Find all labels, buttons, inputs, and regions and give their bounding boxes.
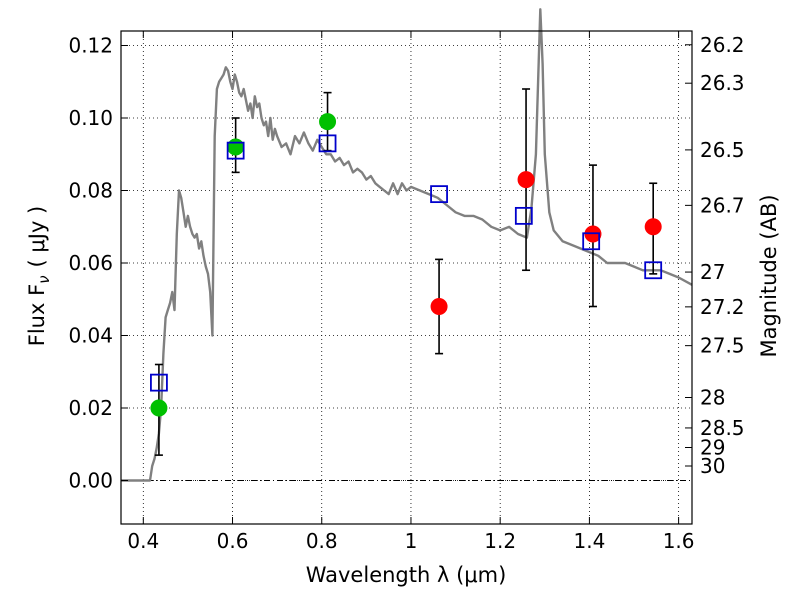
mag-tick-label: 27 xyxy=(700,260,725,284)
mag-tick-label: 26.3 xyxy=(700,71,745,95)
red-detections-point xyxy=(644,218,662,236)
green-detections-point xyxy=(227,138,245,156)
y-ticks: 0.00 0.02 0.04 0.06 0.08 0.10 0.12 xyxy=(68,34,128,493)
y-tick-label: 0.12 xyxy=(68,34,113,58)
model-photometry-square xyxy=(582,232,601,251)
green-detections-point xyxy=(319,113,337,131)
mag-tick-label: 28.5 xyxy=(700,416,745,440)
plot-frame xyxy=(120,30,693,525)
x-tick-label: 0.8 xyxy=(306,529,338,553)
mag-tick-label: 27.5 xyxy=(700,334,745,358)
x-ticks: 0.4 0.6 0.8 1 1.2 1.4 1.6 xyxy=(127,31,695,553)
y-tick-label: 0.10 xyxy=(68,106,113,130)
y-tick-label: 0.04 xyxy=(68,324,113,348)
red-detections-point xyxy=(517,171,535,189)
y-axis-title: Flux Fν ( μJy ) xyxy=(25,206,53,347)
mag-tick-label: 27.2 xyxy=(700,295,745,319)
x-tick-label: 0.4 xyxy=(127,529,159,553)
y-tick-label: 0.02 xyxy=(68,396,113,420)
data-markers xyxy=(150,113,663,417)
x-tick-label: 1.4 xyxy=(573,529,605,553)
model-photometry-square xyxy=(644,261,663,280)
x-axis-title: Wavelength λ (μm) xyxy=(306,563,507,587)
y-axis-title-sub: ν xyxy=(35,275,53,283)
y-tick-label: 0.06 xyxy=(68,251,113,275)
mag-tick-label: 26.2 xyxy=(700,33,745,57)
model-photometry-square xyxy=(150,373,168,392)
red-detections-point xyxy=(430,298,448,315)
x-tick-label: 1.2 xyxy=(484,529,516,553)
x-tick-label: 1.6 xyxy=(663,529,695,553)
x-tick-label: 0.6 xyxy=(217,529,249,553)
model-photometry-square xyxy=(430,185,448,204)
y2-axis-title: Magnitude (AB) xyxy=(757,194,781,357)
template-sed-line xyxy=(121,8,693,482)
mag-tick-label: 30 xyxy=(700,454,725,478)
x-tick-label: 1 xyxy=(405,529,418,553)
grid xyxy=(121,31,692,524)
model-photometry-square xyxy=(514,206,533,225)
axes-frame xyxy=(120,30,693,525)
model-photometry-square xyxy=(226,141,245,160)
mag-tick-label: 26.7 xyxy=(700,193,745,217)
mag-tick-label: 29 xyxy=(700,436,725,460)
y-tick-label: 0.08 xyxy=(68,179,113,203)
y-tick-label: 0.00 xyxy=(68,469,113,493)
mag-tick-label: 28 xyxy=(700,385,725,409)
y-axis-title-unit: ( μJy ) xyxy=(25,206,49,268)
model-photometry-square xyxy=(318,134,337,153)
template-curve xyxy=(121,8,693,482)
green-detections-point xyxy=(150,399,168,417)
mag-tick-label: 26.5 xyxy=(700,138,745,162)
y-axis-title-main: Flux F xyxy=(25,284,49,346)
